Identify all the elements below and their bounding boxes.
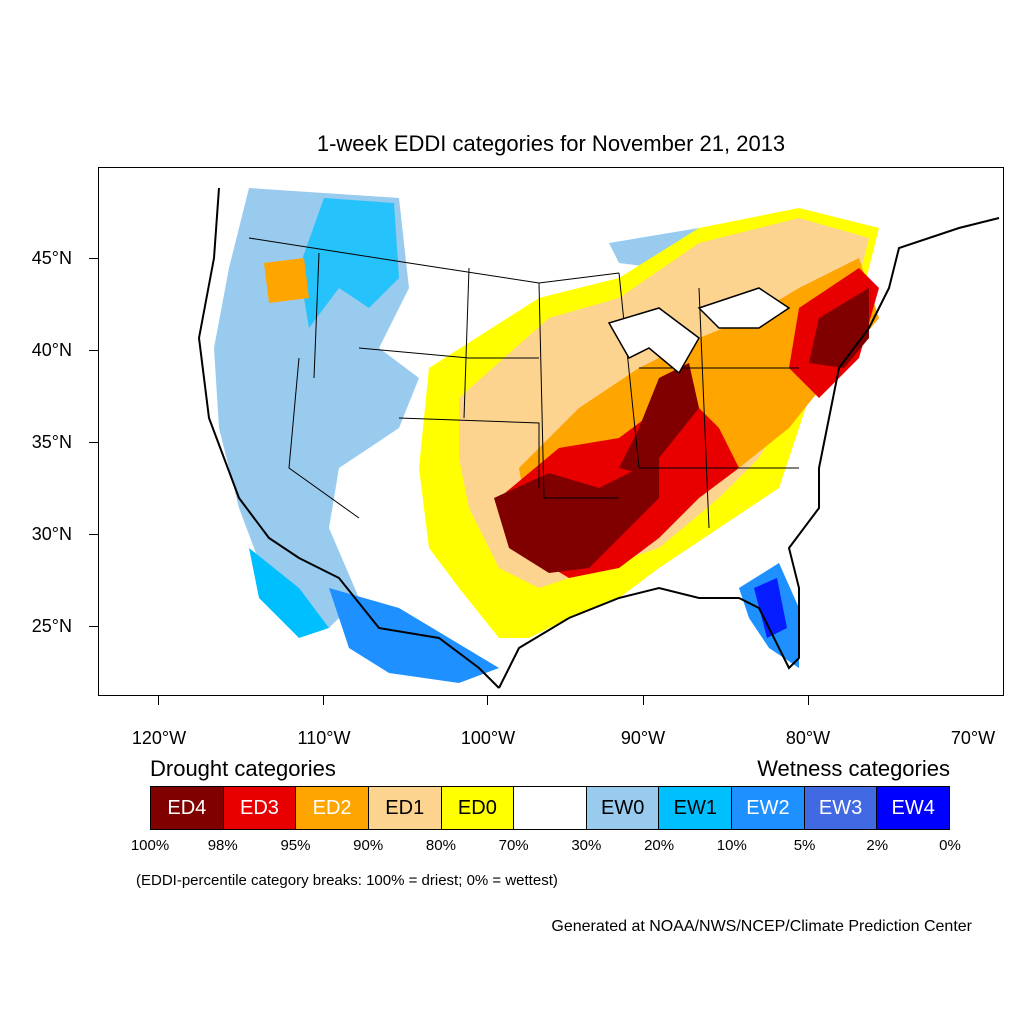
legend-cell-ew1: EW1 (659, 787, 733, 829)
lon-tick-90 (643, 696, 644, 705)
category-note: (EDDI-percentile category breaks: 100% =… (136, 872, 558, 889)
lat-label-25: 25°N (31, 616, 72, 636)
lat-label-45: 45°N (31, 248, 72, 268)
wetness-heading: Wetness categories (757, 756, 950, 781)
lon-tick-100 (487, 696, 488, 705)
legend-cell-ed3: ED3 (223, 787, 297, 829)
legend-cell-ed0: ED0 (441, 787, 515, 829)
lon-tick-80 (808, 696, 809, 705)
drought-heading: Drought categories (150, 756, 336, 781)
ed4-southplains (494, 438, 659, 573)
lon-label-80: 80°W (785, 728, 831, 748)
percentile-label: 10% (716, 837, 747, 854)
legend-cell-ew3: EW3 (804, 787, 878, 829)
percentile-label: 98% (207, 837, 238, 854)
lon-tick-120 (158, 696, 159, 705)
lat-label-40: 40°N (31, 340, 72, 360)
percentile-label: 2% (866, 837, 889, 854)
lon-label-70: 70°W (950, 728, 996, 748)
lat-tick-45 (89, 258, 98, 259)
percentile-label: 70% (498, 837, 529, 854)
lon-label-120: 120°W (131, 728, 187, 748)
category-colorbar: ED4 ED3 ED2 ED1 ED0 EW0 EW1 EW2 EW3 EW4 (150, 786, 950, 830)
credit-line: Generated at NOAA/NWS/NCEP/Climate Predi… (551, 918, 972, 935)
state-boundaries (248, 237, 799, 529)
legend-cell-ew2: EW2 (732, 787, 805, 829)
lat-label-30: 30°N (31, 524, 72, 544)
eddi-map-canvas (197, 187, 1000, 693)
legend-cell-ew4: EW4 (877, 787, 950, 829)
lat-tick-25 (89, 626, 98, 627)
percentile-label: 95% (280, 837, 311, 854)
percentile-label: 90% (353, 837, 384, 854)
lon-label-100: 100°W (460, 728, 516, 748)
legend-cell-ed1: ED1 (368, 787, 442, 829)
coastline (197, 187, 1000, 689)
ew4-florida (754, 578, 787, 638)
percentile-label: 80% (425, 837, 456, 854)
lat-tick-30 (89, 534, 98, 535)
great-lakes (607, 287, 791, 375)
lon-tick-110 (323, 696, 324, 705)
percentile-label: 20% (644, 837, 675, 854)
percentile-label: 5% (793, 837, 816, 854)
legend-cell-ew0: EW0 (586, 787, 660, 829)
legend-cell-neutral (514, 787, 587, 829)
lat-label-35: 35°N (31, 432, 72, 452)
ew1-baja (249, 548, 329, 638)
ew1-west (299, 198, 399, 328)
lat-tick-35 (89, 442, 98, 443)
legend-cell-ed4: ED4 (151, 787, 224, 829)
ed2-northwest (264, 258, 309, 303)
lat-tick-40 (89, 350, 98, 351)
percentile-label: 0% (939, 837, 961, 854)
map-title: 1-week EDDI categories for November 21, … (316, 131, 786, 156)
eddi-map (98, 167, 1004, 696)
ed4-ohiovalley (619, 363, 699, 473)
lon-label-110: 110°W (297, 728, 351, 748)
ew2-southwest (329, 588, 499, 683)
legend-cell-ed2: ED2 (296, 787, 369, 829)
percentile-label: 30% (571, 837, 602, 854)
percentile-label: 100% (130, 837, 170, 854)
lon-label-90: 90°W (620, 728, 666, 748)
